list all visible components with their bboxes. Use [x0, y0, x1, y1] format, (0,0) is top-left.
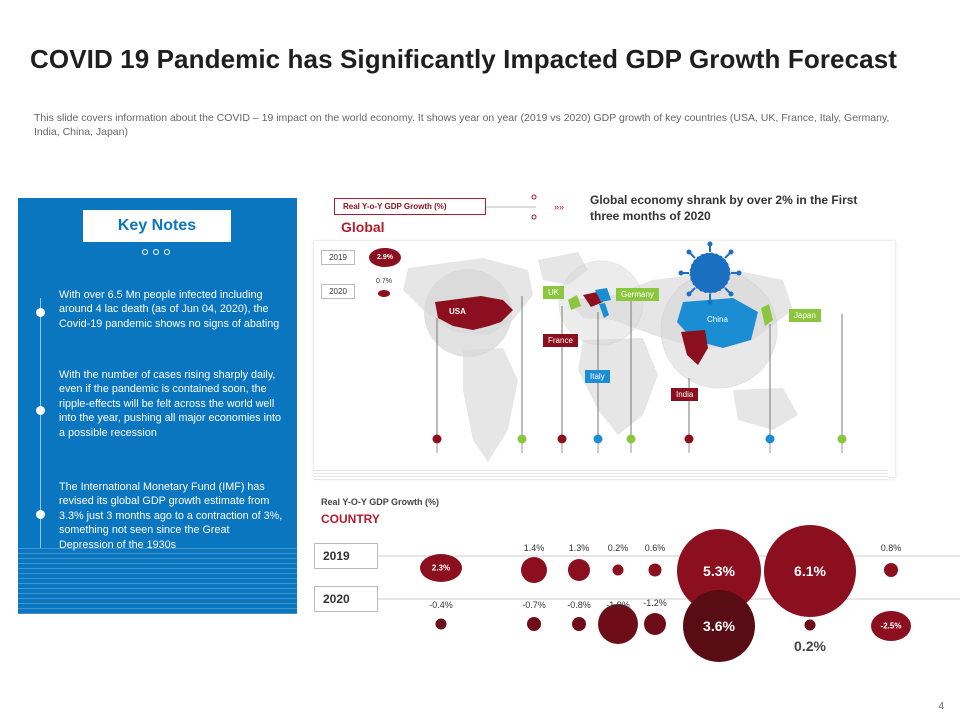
value-label-2019-india: 5.3%	[703, 563, 735, 579]
key-note-3: The International Monetary Fund (IMF) ha…	[59, 481, 283, 551]
bubble-2019-uk	[521, 557, 547, 583]
value-label-2020-japan: -2.5%	[880, 621, 902, 631]
country-section-subtitle: Real Y-O-Y GDP Growth (%)	[321, 497, 440, 507]
bubble-2019-china	[764, 525, 856, 617]
bubble-2020-japan	[871, 611, 911, 641]
map-label-france: France	[543, 334, 578, 347]
row-label-2020: 2020	[314, 586, 378, 612]
world-map	[403, 241, 847, 462]
uk-shape	[568, 295, 581, 310]
value-label-2020-india: 3.6%	[703, 618, 735, 634]
bubble-2020-france	[572, 617, 586, 631]
usa-shape	[435, 296, 513, 330]
italy-shape	[599, 303, 609, 318]
value-label-2019-germany: 0.6%	[644, 543, 666, 553]
decorative-dots	[142, 249, 170, 255]
timeline-dot	[36, 510, 45, 519]
map-pin-japan	[837, 434, 847, 444]
map-pin-france	[557, 434, 567, 444]
map-label-germany: Germany	[616, 288, 659, 301]
global-2020-marker	[378, 290, 390, 297]
value-label-2019-usa: 2.3%	[431, 563, 451, 573]
value-label-2019-uk: 1.4%	[523, 543, 545, 553]
global-2019-value: 2.9%	[369, 248, 401, 267]
europe-highlight-circle	[558, 260, 644, 346]
row-label-2019: 2019	[314, 543, 378, 569]
map-label-italy: Italy	[585, 370, 610, 383]
connector-arrows: »»	[486, 194, 564, 220]
timeline-dot	[36, 406, 45, 415]
country-section-title: COUNTRY	[321, 512, 380, 526]
map-pin-germany	[626, 434, 636, 444]
value-label-2019-japan: 0.8%	[880, 543, 902, 553]
value-label-2020-usa: -0.4%	[429, 600, 453, 610]
map-label-china: China	[707, 315, 728, 324]
india-shape	[681, 330, 708, 365]
map-shadow	[313, 470, 888, 480]
gdp-bubble-chart	[378, 525, 960, 662]
bubble-2020-italy	[598, 604, 638, 644]
decorative-stripes	[18, 544, 297, 614]
value-label-2020-italy: -1.9%	[606, 600, 630, 610]
germany-shape	[595, 288, 611, 302]
map-label-uk: UK	[543, 286, 565, 299]
svg-text:»»: »»	[554, 202, 564, 212]
value-label-2020-france: -0.8%	[567, 600, 591, 610]
bubble-2020-uk	[527, 617, 541, 631]
map-label-india: India	[671, 388, 699, 401]
key-note-2: With the number of cases rising sharply …	[59, 369, 282, 439]
map-label-japan: Japan	[789, 309, 821, 322]
map-pin-italy	[593, 434, 603, 444]
key-notes-heading: Key Notes	[83, 210, 231, 242]
bubble-2019-usa	[420, 554, 462, 582]
map-pin-india	[684, 434, 694, 444]
value-label-2019-france: 1.3%	[568, 543, 590, 553]
map-label-usa: USA	[449, 307, 466, 316]
value-label-2020-uk: -0.7%	[522, 600, 546, 610]
bubble-2019-japan	[884, 563, 898, 577]
japan-shape	[761, 304, 773, 326]
bubble-2020-china	[804, 619, 816, 631]
value-label-2020-germany: -1.2%	[643, 598, 667, 608]
bubble-2020-usa	[435, 618, 447, 630]
global-label: Global	[341, 219, 385, 235]
bubble-2019-italy	[612, 564, 624, 576]
bubble-2020-india	[683, 590, 755, 662]
bubble-2019-france	[568, 559, 590, 581]
global-2020-value: 0.7%	[376, 278, 392, 285]
value-label-2020-china: 0.2%	[794, 638, 826, 654]
timeline-line	[40, 298, 41, 548]
value-label-2019-china: 6.1%	[794, 563, 826, 579]
timeline-dot	[36, 308, 45, 317]
legend-box: Real Y-o-Y GDP Growth (%)	[334, 198, 486, 215]
bubble-2019-germany	[648, 563, 662, 577]
map-pin-china	[765, 434, 775, 444]
bubble-2020-germany	[644, 613, 666, 635]
page-subtitle: This slide covers information about the …	[34, 112, 890, 138]
map-pin-uk	[517, 434, 527, 444]
global-year-2019: 2019	[321, 250, 355, 265]
key-notes-panel: Key Notes With over 6.5 Mn people infect…	[18, 198, 297, 614]
page-number: 4	[938, 701, 944, 712]
global-headline: Global economy shrank by over 2% in the …	[590, 193, 858, 223]
value-label-2019-italy: 0.2%	[607, 543, 629, 553]
global-year-2020: 2020	[321, 284, 355, 299]
page-title: COVID 19 Pandemic has Significantly Impa…	[30, 44, 898, 74]
map-pin-usa	[432, 434, 442, 444]
coronavirus-icon	[678, 241, 742, 305]
key-note-1: With over 6.5 Mn people infected includi…	[59, 289, 280, 330]
bubble-2019-india	[677, 529, 761, 613]
